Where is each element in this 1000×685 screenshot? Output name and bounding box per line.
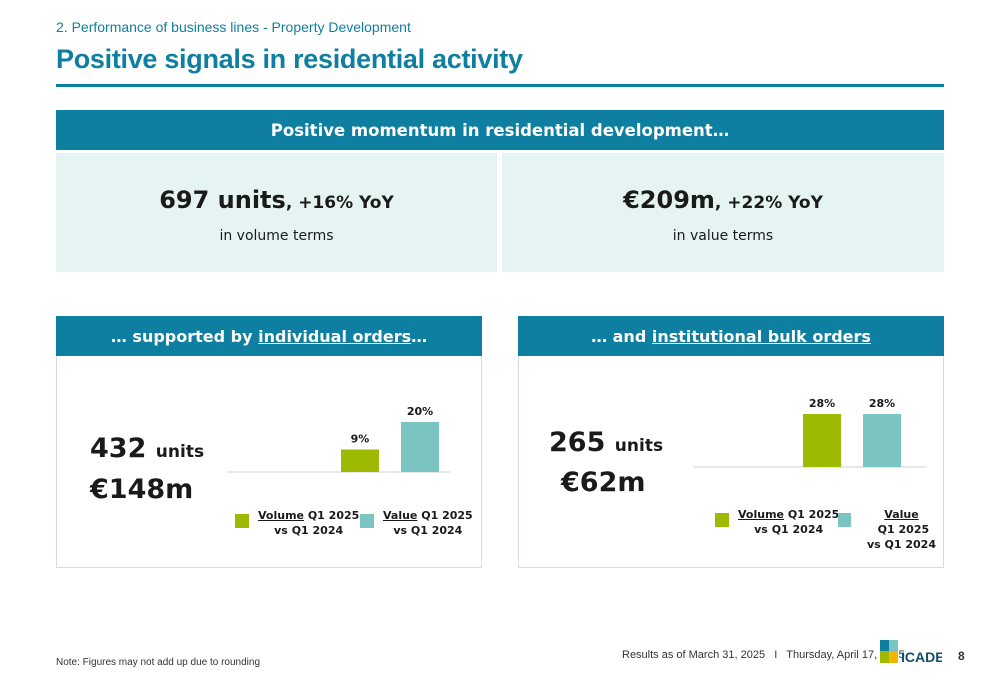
banner-link: individual orders <box>258 326 412 346</box>
bar-value <box>401 422 439 472</box>
kpi-value-sub: in value terms <box>672 228 774 244</box>
units-stat: 265 units <box>549 427 663 458</box>
banner-prefix: … and <box>591 326 652 346</box>
units-number: 432 <box>90 433 147 464</box>
value-stat: €148m <box>90 474 194 505</box>
page-number: 8 <box>958 649 965 663</box>
legend-value-swatch <box>360 514 374 528</box>
legend-volume-swatch <box>715 513 729 527</box>
units-number: 265 <box>549 427 606 458</box>
bar-volume-label: 28% <box>809 397 835 410</box>
individual-orders-panel: 432 units €148m 9% 20% Volume Q1 2025 vs … <box>56 356 482 568</box>
bulk-orders-banner: … and institutional bulk orders <box>518 316 944 356</box>
units-label: units <box>155 442 205 462</box>
bulk-orders-panel: 265 units €62m 28% 28% Volume Q1 2025 vs … <box>518 356 944 568</box>
legend-value-text: Value Q1 2025 vs Q1 2024 <box>383 508 473 538</box>
individual-orders-banner: … supported by individual orders… <box>56 316 482 356</box>
kpi-volume-sub: in volume terms <box>219 228 334 244</box>
legend-value-period: Q1 2025 <box>873 523 930 536</box>
bar-value-label: 20% <box>407 405 433 418</box>
bar-value <box>863 414 901 467</box>
kpi-value: €209m, +22% YoY in value terms <box>502 153 944 272</box>
footnote: Note: Figures may not add up due to roun… <box>56 657 261 668</box>
legend-volume-word: Volume <box>738 508 784 521</box>
logo-text: ICADE <box>901 649 942 665</box>
banner-link: institutional bulk orders <box>651 326 871 346</box>
legend-volume-compare: vs Q1 2024 <box>754 523 824 536</box>
bar-volume <box>341 449 379 472</box>
bar-volume-label: 9% <box>351 433 370 446</box>
legend-value: Value Q1 2025 vs Q1 2024 <box>838 507 943 552</box>
units-stat: 432 units <box>90 433 204 464</box>
legend-value-word: Value <box>884 508 919 521</box>
kpi-value-change: , +22% YoY <box>714 193 823 213</box>
legend-value-swatch <box>838 513 851 527</box>
individual-orders-chart: 9% 20% <box>227 405 450 473</box>
breadcrumb: 2. Performance of business lines - Prope… <box>56 19 411 35</box>
legend-volume-text: Volume Q1 2025 vs Q1 2024 <box>738 507 839 537</box>
legend-volume: Volume Q1 2025 vs Q1 2024 <box>715 507 839 537</box>
footer-date: Results as of March 31, 2025 I Thursday,… <box>622 649 905 661</box>
legend-volume-swatch <box>235 514 249 528</box>
bar-value-label: 28% <box>869 397 895 410</box>
value-stat: €62m <box>561 467 646 498</box>
legend-value-compare: vs Q1 2024 <box>393 524 463 537</box>
legend-volume-period: Q1 2025 <box>784 508 840 521</box>
legend-volume-text: Volume Q1 2025 vs Q1 2024 <box>258 508 359 538</box>
kpi-volume: 697 units, +16% YoY in volume terms <box>56 153 497 272</box>
kpi-volume-change: , +16% YoY <box>285 193 394 213</box>
legend-volume-compare: vs Q1 2024 <box>274 524 344 537</box>
bar-volume <box>803 414 841 467</box>
legend-value-text: Value Q1 2025 vs Q1 2024 <box>860 507 943 552</box>
banner-suffix: … <box>411 326 428 346</box>
legend-value-word: Value <box>383 509 418 522</box>
kpi-volume-main: 697 units <box>159 186 286 214</box>
legend-value: Value Q1 2025 vs Q1 2024 <box>360 508 473 538</box>
units-label: units <box>614 436 664 456</box>
legend-volume-period: Q1 2025 <box>304 509 360 522</box>
title-divider <box>56 84 944 87</box>
bulk-orders-chart: 28% 28% <box>694 397 927 468</box>
icade-logo: ICADE <box>880 640 942 665</box>
legend-volume-word: Volume <box>258 509 304 522</box>
legend-volume: Volume Q1 2025 vs Q1 2024 <box>235 508 359 538</box>
legend-value-period: Q1 2025 <box>417 509 473 522</box>
legend-value-compare: vs Q1 2024 <box>866 538 936 551</box>
banner-prefix: … supported by <box>110 326 259 346</box>
page-title: Positive signals in residential activity <box>56 44 523 74</box>
kpi-value-main: €209m <box>623 186 715 214</box>
top-banner: Positive momentum in residential develop… <box>56 110 944 150</box>
